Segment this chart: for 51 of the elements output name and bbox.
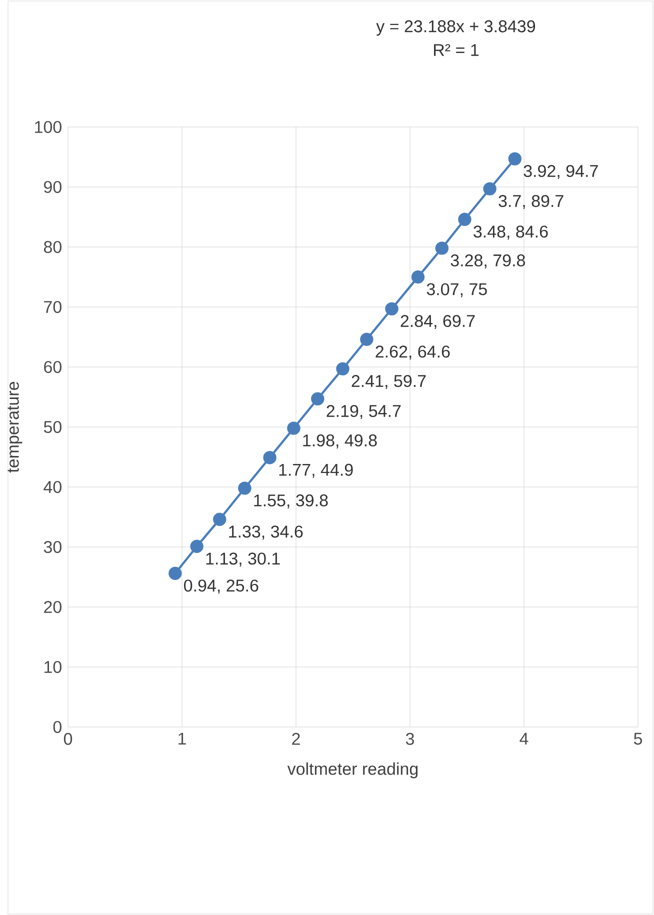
x-tick-label: 4 [520,732,528,745]
y-tick-label: 40 [44,480,62,494]
y-axis-title: temperature [8,382,22,473]
point [168,566,182,580]
data-label: 3.7, 89.7 [498,194,564,210]
x-axis-title: voltmeter reading [287,762,418,778]
point [287,422,300,435]
point [458,212,472,226]
data-label: 1.13, 30.1 [206,552,280,567]
data-label: 3.48, 84.6 [474,226,548,240]
y-tick-label: 100 [35,120,62,134]
point [336,362,350,376]
data-label: 3.28, 79.8 [450,254,525,268]
text: R² = 1 [434,44,479,56]
point [190,540,204,553]
point [435,242,449,255]
x-tick-label: 3 [406,732,414,745]
point [385,302,398,316]
y-tick-label: 80 [44,240,62,254]
data-label: 3.07, 75 [426,283,487,298]
data-label: 2.19, 54.7 [326,404,401,420]
point [508,152,522,166]
data-label: 1.55, 39.8 [254,494,328,508]
data-label: 2.84, 69.7 [400,314,475,330]
x-tick-label: 1 [178,732,186,745]
point [213,512,226,526]
y-tick-label: 70 [44,300,62,314]
data-label: 3.92, 94.7 [524,164,598,180]
data-label: 2.62, 64.6 [376,346,450,360]
y-tick-label: 30 [44,540,62,554]
y-tick-label: 90 [44,180,62,194]
y-tick-label: 20 [44,600,62,614]
y-tick-label: 50 [44,420,62,434]
y-tick-label: 60 [44,360,62,374]
point [238,482,252,495]
point [360,332,374,346]
text: y = 23.188x + 3.8439 [376,20,536,36]
point [311,392,324,406]
point [263,450,276,464]
point [411,270,425,284]
data-label: 1.33, 34.6 [229,526,303,540]
x-tick-label: 0 [64,732,72,745]
data-label: 1.77, 44.9 [279,464,353,478]
x-tick-label: 5 [634,732,642,745]
data-label: 1.98, 49.8 [303,434,377,448]
data-label: 2.41, 59.7 [352,374,426,390]
x-tick-label: 2 [292,732,300,745]
data-label: 0.94, 25.6 [184,580,258,594]
y-tick-label: 0 [53,720,62,734]
y-tick-label: 10 [44,660,62,674]
point [483,182,496,196]
